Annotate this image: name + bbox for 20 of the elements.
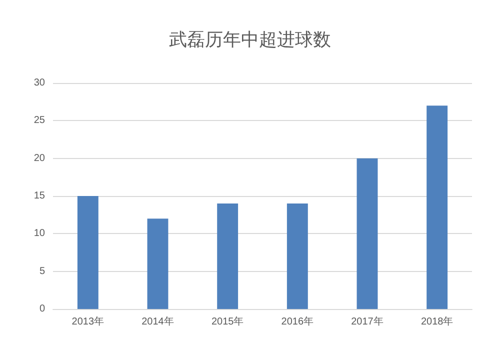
x-tick-label: 2017年 xyxy=(351,316,384,328)
y-tick-label: 20 xyxy=(34,152,46,164)
bar xyxy=(147,218,168,309)
x-tick-label: 2016年 xyxy=(281,316,314,328)
bar xyxy=(286,204,308,309)
chart-title: 武磊历年中超进球数 xyxy=(169,30,331,50)
y-tick-label: 5 xyxy=(39,266,46,277)
bar xyxy=(356,158,378,309)
x-tick-label: 2014年 xyxy=(142,316,174,328)
x-tick-label: 2015年 xyxy=(211,316,244,328)
x-tick-label: 2013年 xyxy=(72,316,104,328)
y-tick-label: 0 xyxy=(39,304,46,314)
y-tick-label: 30 xyxy=(34,78,46,88)
y-tick-label: 25 xyxy=(34,115,46,126)
bar xyxy=(426,106,448,309)
y-tick-label: 10 xyxy=(34,228,46,240)
bar xyxy=(217,204,238,309)
y-tick-label: 15 xyxy=(34,190,46,202)
x-tick-label: 2018年 xyxy=(420,316,454,328)
bar xyxy=(77,196,98,309)
